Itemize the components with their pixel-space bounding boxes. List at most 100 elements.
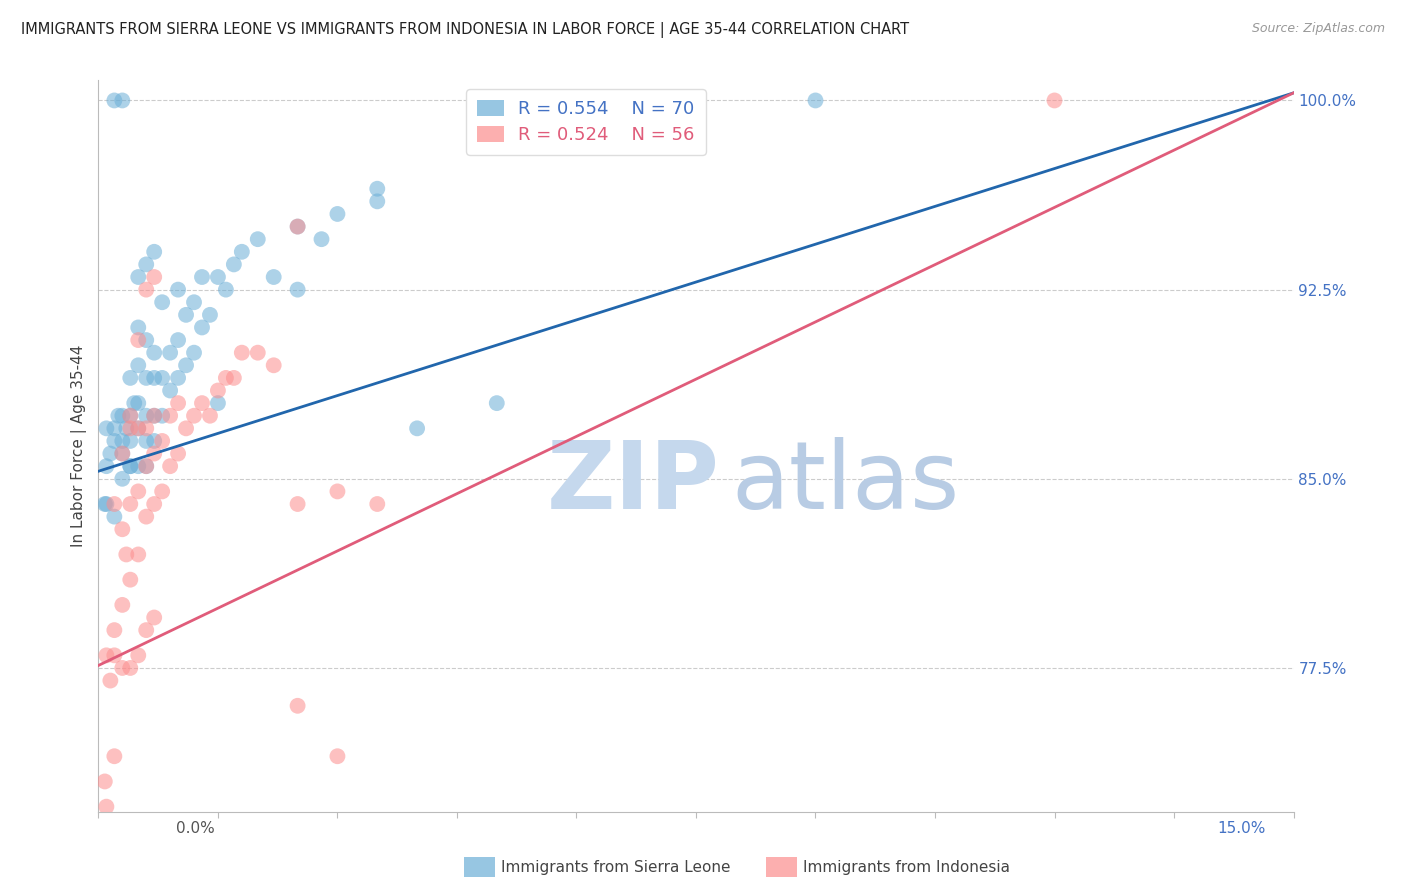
Point [94,774,117,789]
Point [183,409,205,423]
Point [143,610,166,624]
Point [143,434,166,448]
Point [174,421,197,435]
Point [120,421,142,435]
Point [135,409,157,423]
Point [96,799,118,814]
Point [198,308,221,322]
Legend: R = 0.554    N = 70, R = 0.524    N = 56: R = 0.554 N = 70, R = 0.524 N = 56 [465,89,706,154]
Point [127,359,149,373]
Point [103,648,125,663]
Point [120,497,142,511]
Point [191,270,214,285]
Point [127,320,149,334]
Point [96,497,118,511]
Point [198,409,221,423]
Point [96,648,118,663]
Point [135,421,157,435]
Point [94,497,117,511]
Text: IMMIGRANTS FROM SIERRA LEONE VS IMMIGRANTS FROM INDONESIA IN LABOR FORCE | AGE 3: IMMIGRANTS FROM SIERRA LEONE VS IMMIGRAN… [21,22,910,38]
Point [127,396,149,410]
Point [98,673,122,688]
Point [111,434,134,448]
Point [159,345,181,359]
Point [111,522,134,536]
Point [150,409,173,423]
Point [103,434,125,448]
Point [287,698,309,713]
Point [143,244,166,259]
Point [96,421,118,435]
Point [127,548,149,562]
Point [96,459,118,474]
Point [326,749,349,764]
Point [111,446,134,460]
Point [103,749,125,764]
Point [120,661,142,675]
Point [103,94,125,108]
Point [127,484,149,499]
Point [127,459,149,474]
Point [246,345,269,359]
Point [143,409,166,423]
Point [222,257,245,271]
Point [127,270,149,285]
Point [366,497,388,511]
Point [107,409,129,423]
Point [135,623,157,637]
Point [167,283,190,297]
Text: Immigrants from Sierra Leone: Immigrants from Sierra Leone [501,860,730,874]
Point [143,270,166,285]
Point [167,446,190,460]
Point [111,409,134,423]
Point [120,459,142,474]
Point [311,232,333,246]
Point [207,270,229,285]
Point [111,446,134,460]
Point [135,459,157,474]
Point [191,320,214,334]
Point [215,371,238,385]
Point [103,623,125,637]
Text: 0.0%: 0.0% [176,821,215,836]
Point [143,497,166,511]
Point [120,434,142,448]
Text: Immigrants from Indonesia: Immigrants from Indonesia [803,860,1010,874]
Point [159,409,181,423]
Point [231,244,253,259]
Point [207,384,229,398]
Point [103,421,125,435]
Point [183,295,205,310]
Point [222,371,245,385]
Point [120,371,142,385]
Point [167,371,190,385]
Point [326,207,349,221]
Point [115,421,138,435]
Point [135,434,157,448]
Point [287,219,309,234]
Point [406,421,429,435]
Point [246,232,269,246]
Point [120,573,142,587]
Point [135,509,157,524]
Point [159,459,181,474]
Point [115,548,138,562]
Point [143,371,166,385]
Point [127,333,149,347]
Point [287,497,309,511]
Point [111,598,134,612]
Point [135,333,157,347]
Point [366,194,388,209]
Point [120,409,142,423]
Point [135,283,157,297]
Point [804,94,827,108]
Y-axis label: In Labor Force | Age 35-44: In Labor Force | Age 35-44 [72,345,87,547]
Point [98,446,122,460]
Text: atlas: atlas [733,436,960,529]
Point [111,661,134,675]
Point [150,434,173,448]
Point [167,333,190,347]
Point [174,359,197,373]
Point [143,446,166,460]
Point [1043,94,1066,108]
